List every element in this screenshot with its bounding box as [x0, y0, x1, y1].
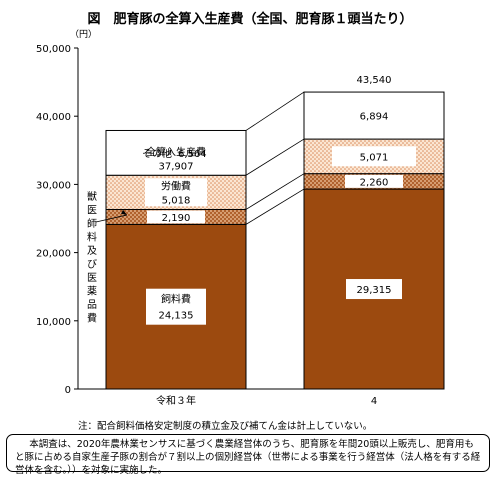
vet-category-label-char: 薬 — [87, 286, 97, 298]
vet-category-label-char: 費 — [87, 312, 97, 325]
total-label: 全算入生産費 — [146, 145, 206, 158]
vet-category-label-char: 品 — [87, 299, 97, 311]
stacked-bar-chart: 0 10,000 20,000 30,000 40,000 50,000 （円） 令和３年 4… — [36, 29, 445, 407]
vet-category-label: 獣医師料及び医薬品費 — [87, 190, 97, 325]
y-tick-label: 0 — [65, 385, 71, 396]
y-tick-label: 20,000 — [36, 249, 71, 260]
data-label: 29,315 — [357, 285, 392, 296]
chart-note: 注：配合飼料価格安定制度の積立金及び補てん金は計上していない。 — [78, 421, 373, 432]
bar-segment — [105, 129, 247, 176]
vet-arrow-line — [95, 214, 128, 223]
vet-category-label-char: び — [87, 259, 97, 271]
y-tick-label: 50,000 — [36, 44, 71, 55]
feed-label-box — [146, 288, 206, 325]
vet-arrow-head — [121, 209, 127, 215]
total-value-label: 37,907 — [159, 161, 194, 172]
total-value-label: 43,540 — [357, 75, 392, 86]
survey-description-text: 本調査は、2020年農林業センサスに基づく農業経営体のうち、肥育豚を年間20頭以… — [15, 439, 481, 476]
data-label: 6,564 — [178, 149, 207, 160]
data-label: 5,018 — [162, 195, 191, 206]
feed-label-box — [346, 279, 402, 300]
bar-segment — [303, 91, 445, 140]
connector-line — [245, 91, 305, 131]
data-label: 24,135 — [159, 311, 194, 322]
labor-label-box — [145, 178, 207, 207]
labor-label: 労働費 — [161, 179, 191, 192]
y-tick-label: 40,000 — [36, 112, 71, 123]
chart-title: 図 肥育豚の全算入生産費（全国、肥育豚１頭当たり） — [87, 12, 413, 27]
feed-label: 飼料費 — [161, 293, 191, 306]
connector-line — [245, 188, 305, 225]
vet-category-label-char: 及 — [87, 245, 97, 257]
vet-label-box — [345, 174, 403, 188]
vet-category-label-char: 医 — [87, 205, 97, 217]
y-axis-unit: （円） — [70, 29, 97, 40]
vet-category-label-char: 師 — [87, 217, 97, 230]
vet-category-label-char: 医 — [87, 272, 97, 284]
y-tick-label: 10,000 — [36, 317, 71, 328]
data-label: 6,894 — [360, 112, 389, 123]
vet-category-label-char: 料 — [87, 231, 97, 244]
data-label: 5,071 — [360, 152, 389, 163]
connector-line — [245, 138, 305, 176]
data-label: 2,260 — [360, 177, 389, 188]
vet-label-box — [147, 210, 205, 224]
x-tick-label: 4 — [371, 396, 377, 407]
connector-line — [245, 173, 305, 210]
vet-category-label-char: 獣 — [87, 190, 97, 203]
y-tick-label: 30,000 — [36, 180, 71, 191]
other-label: その他 — [142, 147, 172, 160]
data-label: 2,190 — [162, 213, 191, 224]
labor-label-box — [332, 146, 416, 167]
x-tick-label: 令和３年 — [156, 394, 196, 407]
survey-description-box: 本調査は、2020年農林業センサスに基づく農業経営体のうち、肥育豚を年間20頭以… — [6, 434, 490, 476]
